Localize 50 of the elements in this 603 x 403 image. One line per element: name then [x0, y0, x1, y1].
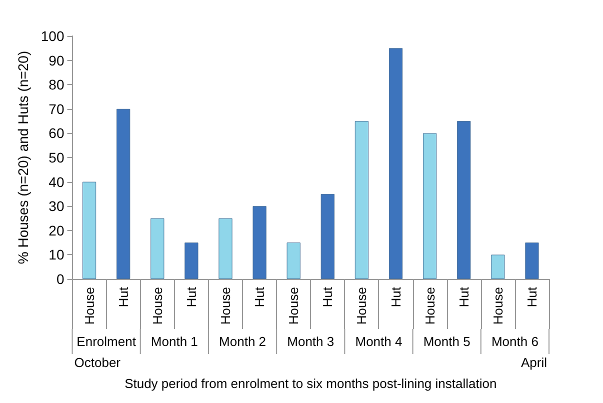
bar: [116, 108, 130, 279]
y-tick-label: 90: [48, 52, 64, 68]
x-tick-label: Hut: [456, 286, 472, 308]
text: Month 3: [287, 334, 334, 349]
bar: [218, 218, 232, 279]
y-tick-label: 100: [40, 28, 64, 44]
y-tick-label: 70: [48, 100, 64, 117]
y-tick-label: 60: [48, 125, 64, 142]
x-tick-label: House: [286, 287, 302, 325]
x-tick-label: Hut: [184, 286, 199, 308]
y-tick-label: 30: [48, 198, 64, 214]
bar: [354, 121, 369, 279]
text: Month 6: [491, 334, 538, 349]
x-tick-label: House: [218, 287, 233, 325]
y-tick-label: 50: [48, 150, 64, 166]
bar: [252, 206, 266, 279]
y-tick-label: 40: [48, 174, 64, 190]
x-tick-label: Hut: [252, 286, 268, 308]
x-tick-label: House: [354, 287, 370, 325]
bar: [150, 218, 164, 279]
bar: [184, 242, 198, 279]
bar: [457, 121, 471, 279]
x-tick-label: House: [490, 287, 506, 325]
text: Month 4: [355, 334, 402, 349]
y-tick-label: 80: [48, 76, 64, 93]
x-axis-title: Study period from enrolment to six months post-lining installation: [124, 376, 497, 391]
bar: [82, 182, 96, 279]
bar: [388, 48, 403, 279]
bar: [525, 242, 539, 279]
x-tick-label: Hut: [524, 286, 540, 308]
x-tick-label: Hut: [388, 286, 404, 308]
text: October: [74, 355, 122, 370]
text: Month 2: [219, 334, 266, 349]
y-tick-label: 10: [48, 246, 64, 263]
text: Month 5: [423, 334, 470, 349]
x-tick-label: House: [82, 287, 97, 325]
bar: [286, 242, 300, 279]
bar: [320, 194, 334, 279]
text: Enrolment: [76, 334, 136, 349]
x-tick-label: Hut: [116, 286, 131, 308]
y-tick-label: 0: [56, 271, 64, 287]
x-tick-label: Hut: [320, 286, 336, 308]
bar: [423, 133, 437, 279]
y-axis-title: % Houses (n=20) and Huts (n=20): [15, 50, 31, 264]
bar: [491, 254, 505, 279]
x-tick-label: House: [422, 287, 438, 325]
y-tick-label: 20: [48, 222, 64, 238]
x-tick-label: House: [150, 287, 165, 325]
text: Month 1: [150, 334, 198, 349]
text: April: [520, 355, 548, 370]
